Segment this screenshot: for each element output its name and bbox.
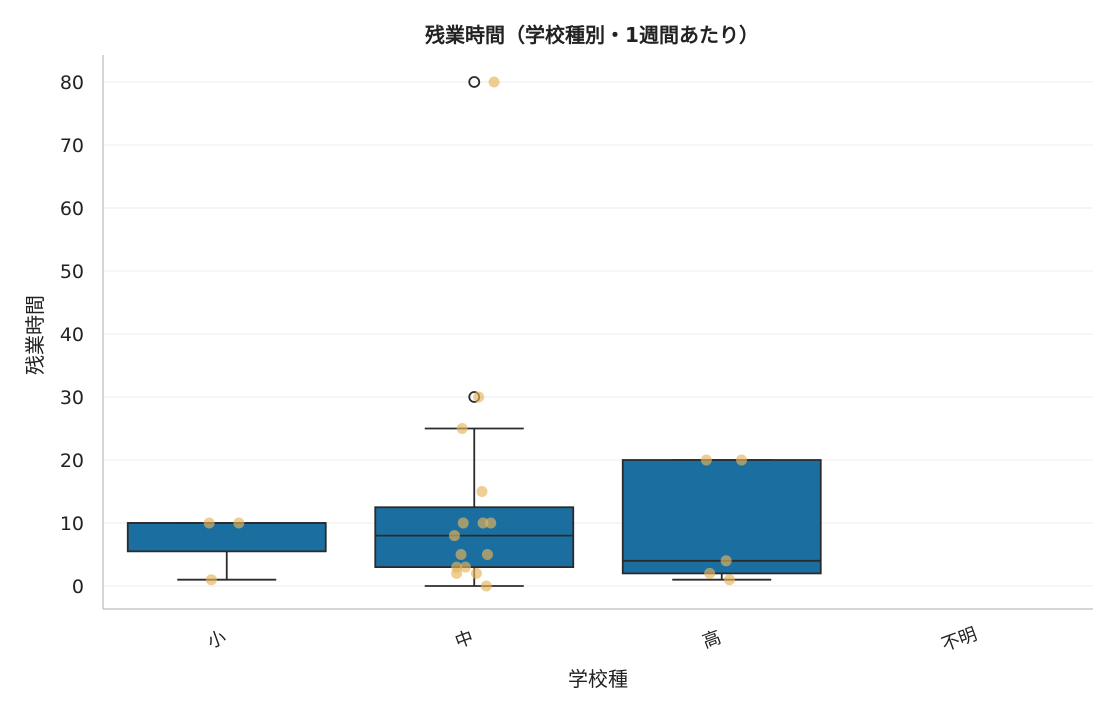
y-tick-label: 40 <box>60 324 84 346</box>
x-tick-label: 不明 <box>939 624 980 656</box>
y-tick-label: 50 <box>60 261 84 283</box>
boxes <box>126 76 822 587</box>
y-tick-labels: 0 10 20 30 40 50 60 70 80 <box>60 72 84 598</box>
grid-lines <box>103 81 1093 587</box>
data-point <box>704 567 716 579</box>
data-point <box>451 567 463 579</box>
y-tick-label: 80 <box>60 72 84 94</box>
data-point <box>473 391 485 403</box>
x-tick-label: 中 <box>452 627 476 653</box>
box-group <box>126 522 327 581</box>
data-point <box>205 574 217 586</box>
data-point <box>477 517 489 529</box>
data-point <box>481 549 493 560</box>
box-group <box>374 76 575 587</box>
y-axis-label: 残業時間 <box>23 295 47 375</box>
x-axis-label: 学校種 <box>568 667 628 691</box>
y-tick-label: 30 <box>60 387 84 409</box>
outlier-marker <box>468 76 481 88</box>
data-point <box>476 486 488 497</box>
data-point <box>470 567 482 579</box>
box <box>374 506 575 568</box>
x-tick-labels: 小 中 高 不明 <box>205 624 980 656</box>
x-tick-label: 高 <box>700 627 724 653</box>
box <box>126 522 327 553</box>
box <box>621 459 822 575</box>
y-tick-label: 70 <box>60 135 84 157</box>
data-point <box>700 454 712 466</box>
data-point <box>723 574 735 586</box>
data-point <box>720 555 732 567</box>
chart-title: 残業時間（学校種別・1週間あたり） <box>425 23 759 47</box>
data-point <box>448 530 460 542</box>
data-point <box>457 517 469 529</box>
axes <box>102 55 1093 610</box>
y-tick-label: 60 <box>60 198 84 220</box>
data-point <box>736 454 748 466</box>
data-point <box>456 423 468 434</box>
data-point <box>488 76 500 88</box>
data-point <box>233 517 245 529</box>
y-tick-label: 20 <box>60 450 84 472</box>
data-point <box>203 517 215 529</box>
strip-points <box>203 76 748 592</box>
y-tick-label: 0 <box>72 576 84 598</box>
y-tick-label: 10 <box>60 513 84 535</box>
data-point <box>455 549 467 560</box>
x-tick-label: 小 <box>205 627 229 653</box>
data-point <box>485 517 497 529</box>
data-point <box>459 561 471 573</box>
data-point <box>480 580 492 592</box>
